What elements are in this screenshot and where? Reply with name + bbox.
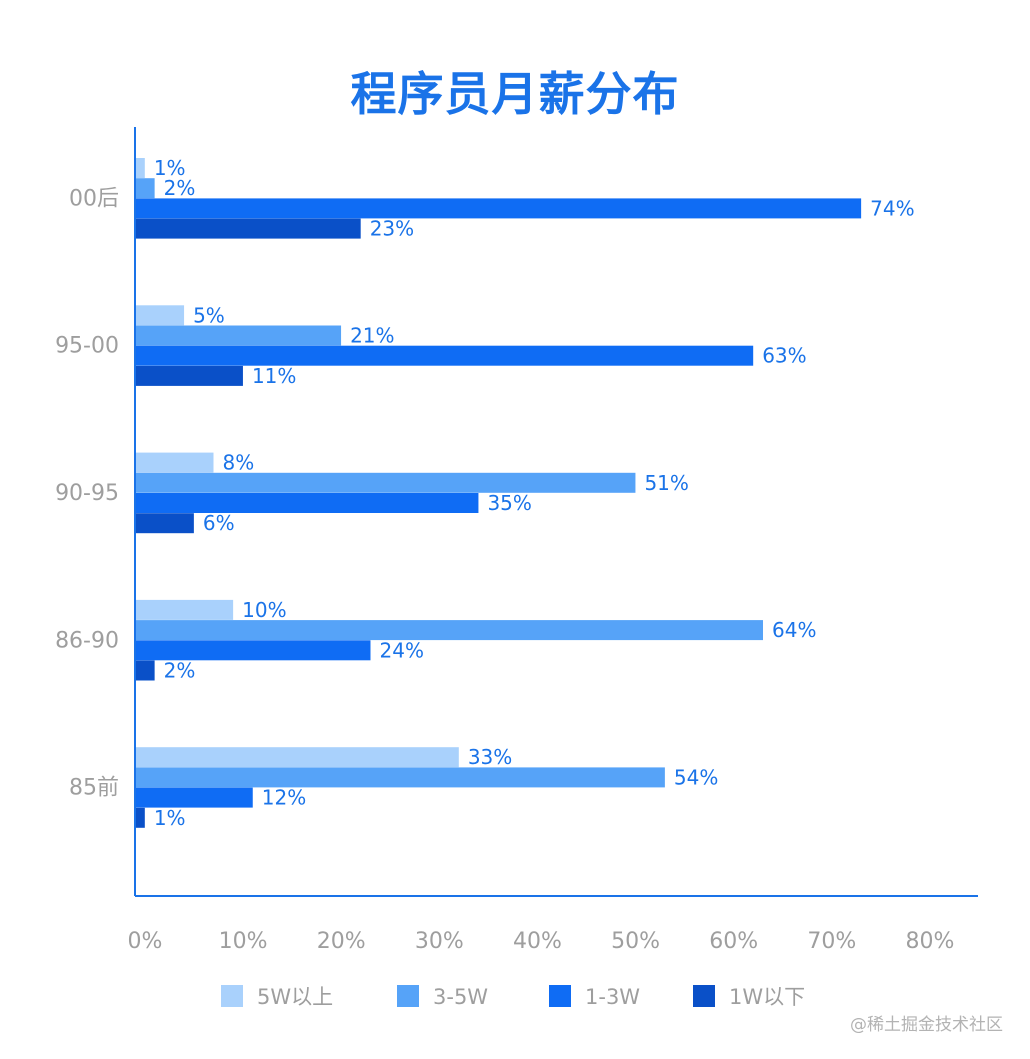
bar	[135, 325, 342, 346]
bar	[135, 472, 636, 493]
bar	[135, 365, 243, 386]
bar	[135, 345, 754, 366]
x-tick-label: 80%	[906, 929, 955, 954]
y-tick-label: 00后	[69, 186, 119, 211]
legend-swatch	[221, 985, 243, 1007]
bar	[135, 747, 459, 768]
data-label: 10%	[242, 598, 286, 622]
legend-label: 1W以下	[729, 985, 805, 1009]
bar	[135, 178, 155, 199]
data-label: 5%	[193, 303, 225, 327]
bar	[135, 660, 155, 681]
watermark: @稀土掘金技术社区	[850, 1015, 1003, 1035]
legend-label: 1-3W	[585, 985, 640, 1009]
data-label: 2%	[164, 659, 196, 683]
legend-label: 3-5W	[433, 985, 488, 1009]
bar	[135, 493, 479, 513]
legend-label: 5W以上	[257, 985, 333, 1009]
legend-swatch	[397, 985, 419, 1007]
bar	[135, 452, 214, 473]
bar	[135, 640, 371, 661]
bar	[135, 218, 361, 239]
data-label: 64%	[772, 618, 816, 642]
bar	[135, 787, 253, 808]
data-label: 54%	[674, 765, 718, 789]
bar	[135, 807, 145, 828]
y-tick-label: 85前	[69, 776, 119, 801]
data-label: 8%	[223, 451, 255, 475]
data-label: 74%	[870, 196, 914, 220]
x-tick-label: 40%	[513, 929, 562, 954]
data-label: 33%	[468, 745, 512, 769]
data-label: 51%	[644, 471, 688, 495]
data-label: 6%	[203, 511, 235, 535]
bar	[135, 198, 862, 219]
data-label: 24%	[380, 638, 424, 662]
data-label: 23%	[370, 217, 414, 241]
chart-title: 程序员月薪分布	[350, 67, 680, 121]
data-label: 1%	[154, 156, 186, 180]
x-tick-label: 60%	[709, 929, 758, 954]
data-label: 1%	[154, 806, 186, 830]
bar	[135, 305, 185, 326]
x-tick-label: 10%	[219, 929, 268, 954]
data-label: 11%	[252, 364, 296, 388]
bar	[135, 158, 145, 178]
x-tick-label: 30%	[415, 929, 464, 954]
y-tick-label: 90-95	[55, 481, 119, 506]
x-tick-label: 0%	[128, 929, 163, 954]
data-label: 2%	[164, 176, 196, 200]
bar	[135, 620, 763, 641]
y-tick-label: 95-00	[55, 334, 119, 359]
x-tick-label: 20%	[317, 929, 366, 954]
y-tick-label: 86-90	[55, 628, 119, 653]
bar	[135, 599, 234, 620]
legend-swatch	[693, 985, 715, 1007]
data-label: 12%	[262, 786, 306, 810]
bar	[135, 767, 665, 788]
bar	[135, 513, 194, 534]
data-label: 63%	[762, 344, 806, 368]
data-label: 35%	[487, 491, 531, 515]
x-tick-label: 50%	[611, 929, 660, 954]
legend-swatch	[549, 985, 571, 1007]
x-tick-label: 70%	[807, 929, 856, 954]
data-label: 21%	[350, 324, 394, 348]
